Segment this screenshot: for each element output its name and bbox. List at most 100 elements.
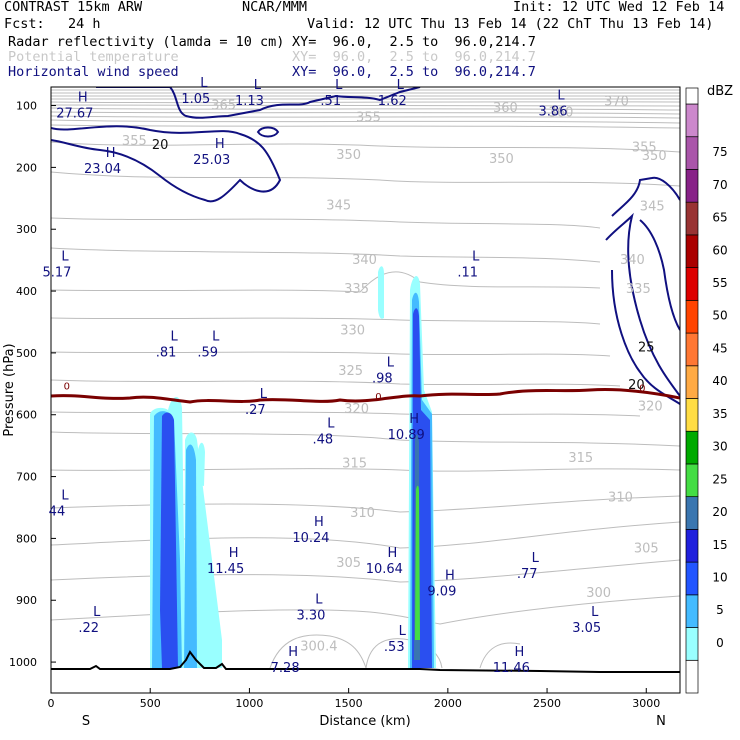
extremum-value: 10.24	[292, 531, 329, 546]
field-reflectivity-name: Radar reflectivity (lamda = 10 cm)	[8, 34, 285, 50]
x-tick-label: 1500	[335, 697, 363, 710]
extremum-marker: H10.89	[388, 412, 425, 443]
freezing-level-label: 0	[639, 384, 645, 395]
extremum-marker: L.51	[320, 78, 343, 109]
x-tick-label: 2000	[434, 697, 462, 710]
extremum-marker: H27.67	[56, 90, 93, 121]
wind-contour-label: 20	[152, 138, 169, 153]
x-axis-right-end: N	[656, 714, 666, 729]
colorbar-level-label: 20	[712, 505, 727, 519]
extremum-marker: L.11	[457, 249, 480, 280]
extremum-kind: L	[260, 387, 268, 402]
theta-contour-label: 315	[342, 456, 367, 471]
freezing-level-label: 0	[375, 392, 381, 403]
freezing-level-label: 0	[64, 382, 70, 393]
extremum-marker: H10.24	[292, 515, 329, 546]
theta-contour-label: 355	[632, 140, 657, 155]
y-axis-label: Pressure (hPa)	[2, 343, 17, 436]
extremum-value: .53	[384, 640, 405, 655]
extremum-marker: L3.05	[572, 605, 601, 636]
colorbar-swatch	[685, 659, 699, 694]
valid-time: Valid: 12 UTC Thu 13 Feb 14 (22 ChT Thu …	[307, 16, 714, 32]
extremum-value: 23.04	[84, 162, 121, 177]
extremum-marker: L.98	[372, 356, 395, 387]
extremum-marker: L.81	[156, 330, 179, 361]
colorbar-swatch	[685, 201, 699, 236]
colorbar-level-label: 35	[712, 407, 727, 421]
extremum-value: 3.30	[296, 609, 325, 624]
colorbar-swatch	[685, 463, 699, 498]
theta-contour-label: 305	[336, 556, 361, 571]
y-tick-label: 300	[16, 223, 37, 236]
colorbar-top-cap	[685, 87, 699, 105]
colorbar-level-label: 40	[712, 374, 727, 388]
x-tick-label: 0	[48, 697, 55, 710]
reflectivity-cells	[150, 266, 436, 668]
extremum-value: .77	[517, 567, 538, 582]
colorbar-level-label: 55	[712, 276, 727, 290]
colorbar-swatch	[685, 299, 699, 334]
theta-contour-label: 310	[608, 490, 633, 505]
extremum-kind: L	[387, 356, 395, 371]
theta-contour-label: 300.4	[300, 639, 337, 654]
theta-contour-label: 340	[352, 253, 377, 268]
wind-contour-label: 25	[638, 341, 655, 356]
x-axis-left-end: S	[82, 714, 90, 729]
extremum-kind: L	[399, 624, 407, 639]
y-tick-label: 800	[16, 532, 37, 545]
extremum-marker: H11.45	[207, 546, 244, 577]
extremum-marker: H10.64	[366, 546, 403, 577]
colorbar-swatch	[685, 267, 699, 301]
extremum-kind: L	[200, 76, 208, 91]
theta-contour-label: 320	[344, 402, 369, 417]
extremum-value: .27	[245, 403, 266, 418]
extremum-value: 9.09	[427, 584, 456, 599]
extremum-value: 3.05	[572, 621, 601, 636]
colorbar-level-label: 0	[716, 636, 724, 650]
field-wind-xy: XY= 96.0, 2.5 to 96.0,214.7	[292, 64, 536, 80]
field-reflectivity-xy: XY= 96.0, 2.5 to 96.0,214.7	[292, 34, 536, 50]
extremum-marker: L3.86	[539, 89, 568, 120]
y-tick-label: 600	[16, 409, 37, 422]
colorbar-swatch	[685, 398, 699, 432]
extremum-value: .98	[372, 372, 393, 387]
colorbar-swatch	[685, 627, 699, 661]
extremum-marker: L5.17	[42, 249, 71, 280]
extremum-kind: H	[445, 568, 455, 583]
theta-contour-label: 350	[642, 149, 667, 164]
y-tick-label: 100	[16, 100, 37, 113]
colorbar-swatch	[685, 496, 699, 530]
extremum-kind: H	[314, 515, 324, 530]
colorbar-swatch	[685, 332, 699, 367]
colorbar-level-label: 30	[712, 440, 727, 454]
extremum-marker: H7.28	[271, 645, 300, 676]
theta-contour-label: 335	[626, 282, 651, 297]
init-time: Init: 12 UTC Wed 12 Feb 14	[513, 0, 725, 15]
extremum-marker: L.48	[312, 416, 335, 447]
extremum-kind: L	[557, 89, 565, 104]
extremum-value: 7.28	[271, 661, 300, 676]
field-wind-name: Horizontal wind speed	[8, 64, 179, 80]
extremum-kind: L	[532, 551, 540, 566]
extremum-kind: L	[212, 330, 220, 345]
extremum-marker: L3.30	[296, 593, 325, 624]
extremum-value: 10.64	[366, 562, 403, 577]
plot-fields	[51, 87, 680, 673]
colorbar-swatch	[685, 169, 699, 203]
theta-contour-label: 335	[344, 282, 369, 297]
colorbar-swatch	[685, 529, 699, 563]
colorbar-swatch	[685, 365, 699, 399]
extremum-kind: H	[106, 146, 116, 161]
extremum-value: 3.86	[539, 105, 568, 120]
y-tick-label: 1000	[9, 656, 37, 669]
extremum-marker: H11.46	[493, 645, 530, 676]
extremum-kind: H	[387, 546, 397, 561]
forecast-hours: 24 h	[68, 16, 101, 32]
colorbar-swatch	[685, 103, 699, 138]
colorbar-level-label: 65	[712, 211, 727, 225]
extremum-kind: H	[288, 645, 298, 660]
extremum-value: 1.05	[181, 92, 210, 107]
extremum-value: .48	[312, 432, 333, 447]
theta-contour-label: 340	[620, 253, 645, 268]
theta-contour-label: 360	[549, 106, 574, 121]
